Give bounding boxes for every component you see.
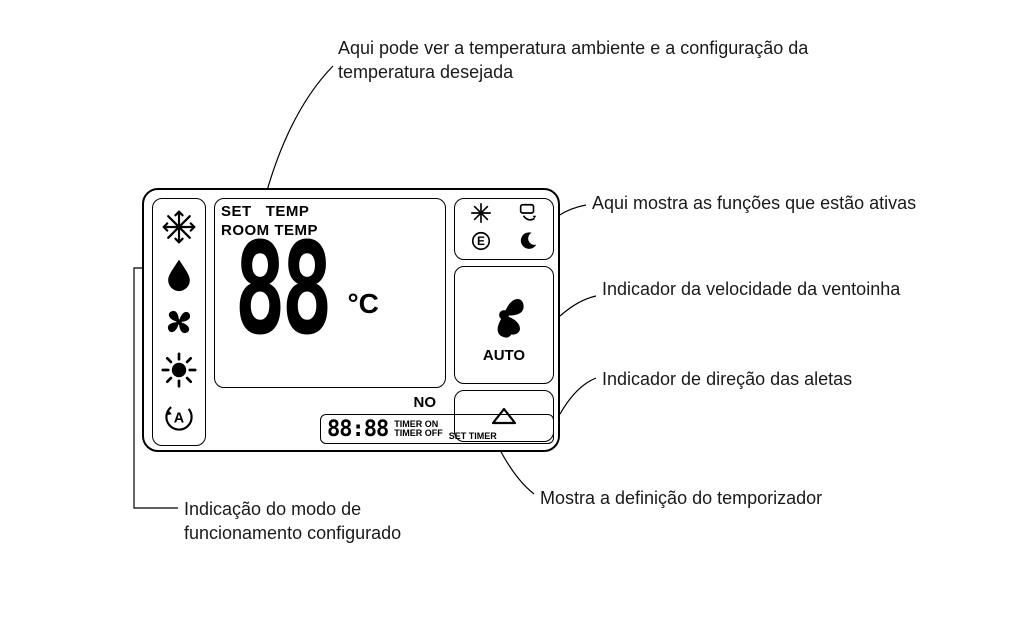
timer-off-label: TIMER OFF	[394, 429, 443, 438]
no-label: NO	[214, 394, 446, 411]
annotation-temp: Aqui pode ver a temperatura ambiente e a…	[338, 36, 898, 85]
display-panel: A SET TEMP ROOM TEMP 88 °C NO 88:88 TIME…	[142, 188, 560, 452]
fan-auto-label: AUTO	[483, 347, 525, 364]
annotation-vane: Indicador de direção das aletas	[602, 367, 952, 391]
fan-icon	[159, 302, 199, 342]
snowflake-icon	[159, 207, 199, 247]
snowflake-small-icon	[470, 202, 492, 229]
mode-column: A	[152, 198, 206, 446]
temp-digits: 88	[234, 235, 328, 343]
annotation-fan-speed: Indicador da velocidade da ventoinha	[602, 277, 922, 301]
swing-icon	[517, 202, 539, 229]
annotation-timer: Mostra a definição do temporizador	[540, 486, 920, 510]
annotation-functions: Aqui mostra as funções que estão ativas	[592, 191, 922, 215]
moon-icon	[517, 230, 539, 257]
vane-direction-box	[454, 390, 554, 442]
auto-cycle-icon: A	[159, 397, 199, 437]
drop-icon	[159, 254, 199, 294]
right-column: E AUTO	[454, 198, 554, 446]
temperature-area: SET TEMP ROOM TEMP 88 °C	[214, 198, 446, 388]
temp-digits-row: 88 °C	[221, 243, 439, 337]
vane-icon	[489, 401, 519, 431]
eco-icon: E	[470, 230, 492, 257]
svg-text:E: E	[477, 234, 485, 248]
svg-text:A: A	[174, 411, 185, 427]
fan-speed-box: AUTO	[454, 266, 554, 384]
timer-clock: 88:88	[327, 417, 388, 442]
timer-on-off: TIMER ON TIMER OFF	[394, 420, 443, 439]
annotation-mode: Indicação do modo de funcionamento confi…	[184, 497, 444, 546]
fan-large-icon	[476, 287, 532, 343]
sun-icon	[159, 350, 199, 390]
temp-unit: °C	[347, 288, 378, 320]
functions-box: E	[454, 198, 554, 260]
